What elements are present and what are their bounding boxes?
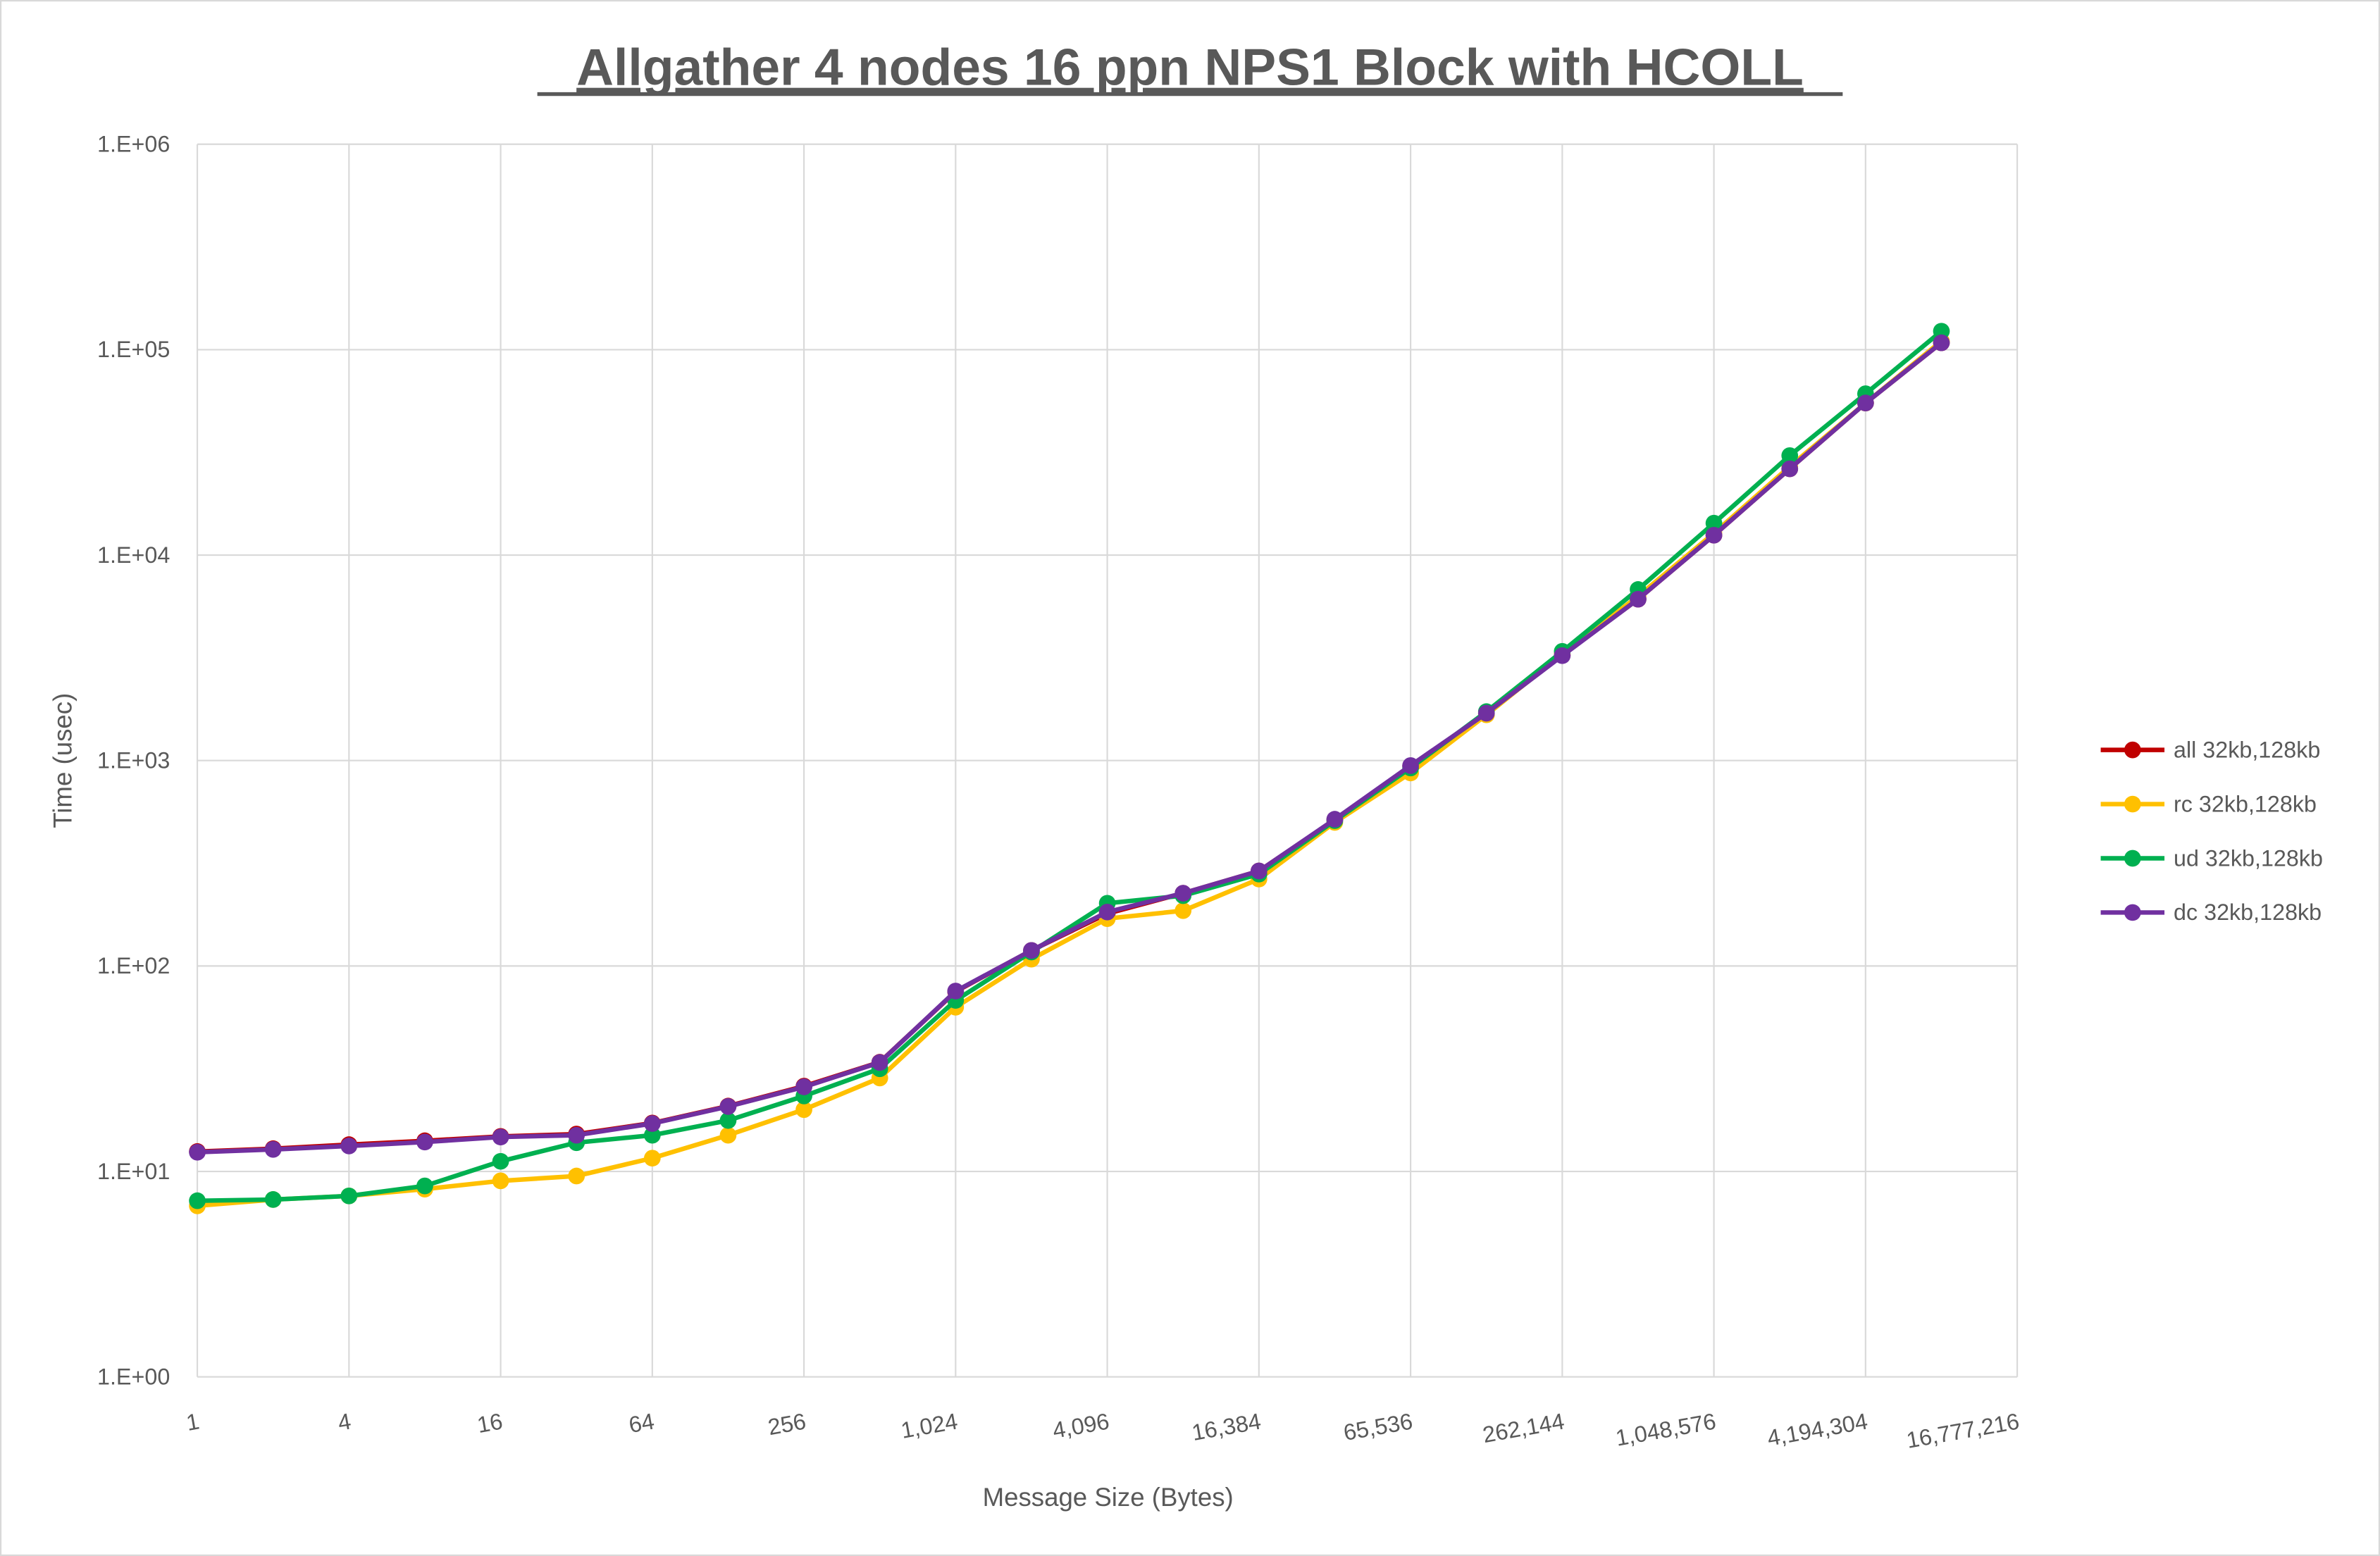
legend-item: ud 32kb,128kb [2100, 845, 2323, 871]
y-tick-label: 1.E+05 [97, 337, 170, 362]
y-axis-title: Time (usec) [48, 693, 77, 828]
data-point [719, 1098, 737, 1115]
legend-item: dc 32kb,128kb [2100, 900, 2322, 925]
x-tick-label: 64 [627, 1408, 657, 1438]
chart-title: Allgather 4 nodes 16 ppn NPS1 Block with… [576, 39, 1804, 97]
y-tick-labels: 1.E+00 1.E+01 1.E+02 1.E+03 1.E+04 1.E+05 1.E+… [97, 132, 170, 1390]
data-point [643, 1115, 661, 1132]
data-point [189, 1192, 206, 1209]
data-point [492, 1128, 509, 1146]
legend-marker [2124, 904, 2141, 921]
y-tick-label: 1.E+01 [97, 1159, 170, 1184]
series-lines [189, 323, 1950, 1214]
legend-label: ud 32kb,128kb [2174, 845, 2323, 871]
y-tick-label: 1.E+03 [97, 747, 170, 773]
x-tick-label: 16 [475, 1408, 504, 1438]
y-tick-label: 1.E+02 [97, 953, 170, 978]
gridlines [196, 143, 2019, 1378]
legend-marker [2124, 849, 2141, 867]
data-point [1933, 323, 1950, 340]
data-point [1781, 460, 1799, 478]
data-point [492, 1172, 509, 1190]
series-dc [189, 334, 1950, 1161]
data-point [643, 1126, 661, 1144]
legend-item: rc 32kb,128kb [2100, 791, 2317, 816]
data-point [1402, 757, 1419, 774]
data-point [947, 983, 965, 1000]
data-point [1174, 902, 1192, 919]
data-point [1630, 590, 1647, 608]
data-point [1781, 447, 1799, 464]
data-point [719, 1126, 737, 1144]
data-point [795, 1101, 812, 1119]
data-point [1174, 885, 1192, 902]
series-line [197, 341, 1943, 1154]
data-point [643, 1150, 661, 1167]
y-tick-label: 1.E+06 [97, 132, 170, 157]
data-point [1477, 704, 1495, 722]
legend-marker [2124, 741, 2141, 759]
data-point [264, 1191, 282, 1208]
legend-label: dc 32kb,128kb [2174, 900, 2322, 925]
data-point [1098, 903, 1116, 921]
x-axis-title: Message Size (Bytes) [983, 1483, 1234, 1512]
data-point [492, 1152, 509, 1170]
data-point [1326, 811, 1344, 828]
data-point [264, 1140, 282, 1158]
x-tick-label: 4 [336, 1408, 353, 1436]
data-point [1705, 526, 1723, 544]
y-tick-label: 1.E+04 [97, 542, 170, 568]
data-point [795, 1078, 812, 1095]
data-point [189, 1143, 206, 1161]
data-point [416, 1133, 433, 1151]
legend: all 32kb,128kb rc 32kb,128kb ud 32kb,128kb… [2100, 737, 2323, 925]
data-point [568, 1126, 585, 1144]
series-line [197, 329, 1943, 1203]
data-point [719, 1112, 737, 1129]
data-point [1857, 394, 1874, 411]
data-point [340, 1138, 358, 1154]
data-point [1250, 862, 1268, 880]
legend-label: rc 32kb,128kb [2174, 791, 2317, 816]
data-point [1705, 514, 1723, 532]
y-tick-label: 1.E+00 [97, 1364, 170, 1389]
legend-label: all 32kb,128kb [2174, 737, 2320, 762]
legend-item: all 32kb,128kb [2100, 737, 2320, 762]
x-tick-label: 1 [185, 1408, 202, 1436]
legend-marker [2124, 795, 2141, 813]
data-point [416, 1177, 433, 1195]
data-point [1023, 942, 1040, 959]
data-point [1933, 334, 1950, 351]
data-point [568, 1167, 585, 1185]
data-point [1554, 647, 1571, 664]
data-point [340, 1187, 358, 1205]
data-point [871, 1054, 888, 1071]
